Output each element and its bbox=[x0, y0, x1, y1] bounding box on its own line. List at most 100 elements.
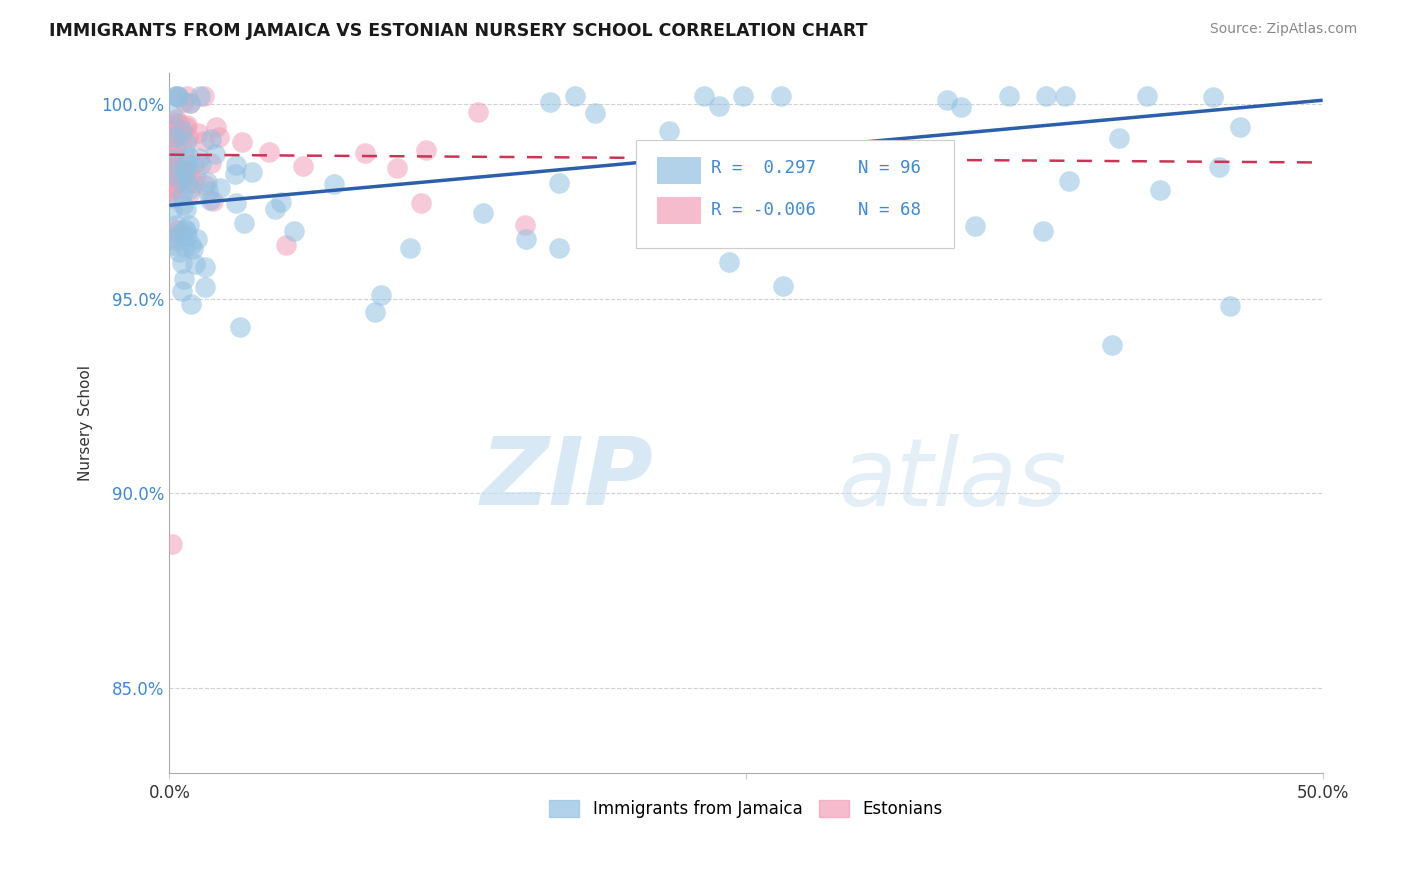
Immigrants from Jamaica bbox=[399, 242, 422, 256]
Immigrants from Jamaica bbox=[198, 193, 221, 207]
Estonians bbox=[174, 163, 197, 178]
Estonians bbox=[183, 157, 205, 171]
Estonians bbox=[169, 164, 191, 178]
Estonians bbox=[409, 196, 432, 211]
Estonians bbox=[257, 145, 280, 159]
Estonians bbox=[354, 145, 377, 160]
Immigrants from Jamaica bbox=[1229, 120, 1251, 134]
Immigrants from Jamaica bbox=[693, 89, 716, 103]
Immigrants from Jamaica bbox=[174, 224, 197, 238]
Immigrants from Jamaica bbox=[174, 136, 197, 150]
Estonians bbox=[159, 178, 181, 192]
Immigrants from Jamaica bbox=[229, 320, 252, 334]
Immigrants from Jamaica bbox=[1219, 300, 1241, 314]
Estonians bbox=[292, 159, 315, 173]
Estonians bbox=[160, 537, 183, 551]
Immigrants from Jamaica bbox=[180, 297, 202, 311]
Estonians bbox=[173, 95, 195, 110]
Immigrants from Jamaica bbox=[188, 151, 211, 165]
Immigrants from Jamaica bbox=[225, 196, 247, 211]
Estonians bbox=[160, 161, 183, 176]
Estonians bbox=[174, 166, 197, 180]
Text: R = -0.006    N = 68: R = -0.006 N = 68 bbox=[711, 201, 921, 219]
Immigrants from Jamaica bbox=[283, 224, 305, 238]
Estonians bbox=[187, 127, 209, 141]
Immigrants from Jamaica bbox=[772, 279, 794, 293]
FancyBboxPatch shape bbox=[637, 139, 953, 248]
Estonians bbox=[231, 136, 253, 150]
Immigrants from Jamaica bbox=[172, 198, 194, 212]
Immigrants from Jamaica bbox=[709, 99, 731, 113]
Text: R =  0.297    N = 96: R = 0.297 N = 96 bbox=[711, 159, 921, 177]
Estonians bbox=[159, 178, 181, 192]
Immigrants from Jamaica bbox=[538, 95, 561, 109]
Immigrants from Jamaica bbox=[370, 288, 392, 302]
Estonians bbox=[159, 126, 181, 140]
Estonians bbox=[165, 89, 187, 103]
Estonians bbox=[163, 126, 186, 140]
Immigrants from Jamaica bbox=[173, 222, 195, 236]
Immigrants from Jamaica bbox=[564, 89, 586, 103]
Estonians bbox=[162, 148, 184, 162]
Estonians bbox=[181, 176, 204, 190]
Immigrants from Jamaica bbox=[204, 146, 226, 161]
Estonians bbox=[159, 181, 181, 195]
Estonians bbox=[176, 118, 198, 132]
Immigrants from Jamaica bbox=[166, 170, 188, 185]
Estonians bbox=[159, 134, 181, 148]
Immigrants from Jamaica bbox=[165, 89, 187, 103]
Immigrants from Jamaica bbox=[208, 181, 231, 195]
Estonians bbox=[159, 150, 181, 164]
Estonians bbox=[162, 183, 184, 197]
Immigrants from Jamaica bbox=[186, 232, 208, 246]
Immigrants from Jamaica bbox=[177, 218, 200, 232]
Immigrants from Jamaica bbox=[364, 305, 387, 319]
Immigrants from Jamaica bbox=[242, 164, 264, 178]
Estonians bbox=[162, 120, 184, 134]
Immigrants from Jamaica bbox=[190, 157, 212, 171]
Immigrants from Jamaica bbox=[264, 202, 287, 217]
Immigrants from Jamaica bbox=[769, 89, 792, 103]
Estonians bbox=[200, 155, 222, 169]
Immigrants from Jamaica bbox=[167, 90, 190, 104]
Y-axis label: Nursery School: Nursery School bbox=[79, 365, 93, 481]
Immigrants from Jamaica bbox=[160, 107, 183, 121]
Immigrants from Jamaica bbox=[936, 93, 959, 107]
Immigrants from Jamaica bbox=[179, 182, 201, 196]
Estonians bbox=[515, 219, 537, 233]
Immigrants from Jamaica bbox=[224, 167, 246, 181]
Immigrants from Jamaica bbox=[658, 124, 681, 138]
Immigrants from Jamaica bbox=[194, 260, 217, 274]
Estonians bbox=[167, 223, 190, 237]
Immigrants from Jamaica bbox=[963, 219, 986, 233]
Immigrants from Jamaica bbox=[706, 197, 728, 211]
Immigrants from Jamaica bbox=[169, 227, 191, 242]
Immigrants from Jamaica bbox=[515, 232, 537, 246]
Immigrants from Jamaica bbox=[177, 150, 200, 164]
Estonians bbox=[467, 105, 489, 120]
Immigrants from Jamaica bbox=[583, 106, 606, 120]
Immigrants from Jamaica bbox=[950, 100, 973, 114]
Immigrants from Jamaica bbox=[1035, 89, 1057, 103]
Estonians bbox=[174, 120, 197, 134]
Immigrants from Jamaica bbox=[173, 240, 195, 254]
Immigrants from Jamaica bbox=[1208, 161, 1230, 175]
Immigrants from Jamaica bbox=[174, 168, 197, 182]
Estonians bbox=[169, 173, 191, 187]
Immigrants from Jamaica bbox=[197, 184, 219, 198]
Immigrants from Jamaica bbox=[928, 185, 950, 199]
Immigrants from Jamaica bbox=[179, 96, 201, 111]
Immigrants from Jamaica bbox=[548, 241, 571, 255]
Legend: Immigrants from Jamaica, Estonians: Immigrants from Jamaica, Estonians bbox=[543, 793, 949, 824]
Estonians bbox=[159, 130, 181, 145]
Immigrants from Jamaica bbox=[172, 188, 194, 202]
Estonians bbox=[172, 162, 194, 177]
Immigrants from Jamaica bbox=[181, 242, 204, 256]
Estonians bbox=[176, 89, 198, 103]
Estonians bbox=[179, 169, 201, 183]
Immigrants from Jamaica bbox=[842, 223, 865, 237]
Estonians bbox=[172, 165, 194, 179]
Immigrants from Jamaica bbox=[225, 158, 247, 172]
Estonians bbox=[163, 233, 186, 247]
Estonians bbox=[159, 184, 181, 198]
